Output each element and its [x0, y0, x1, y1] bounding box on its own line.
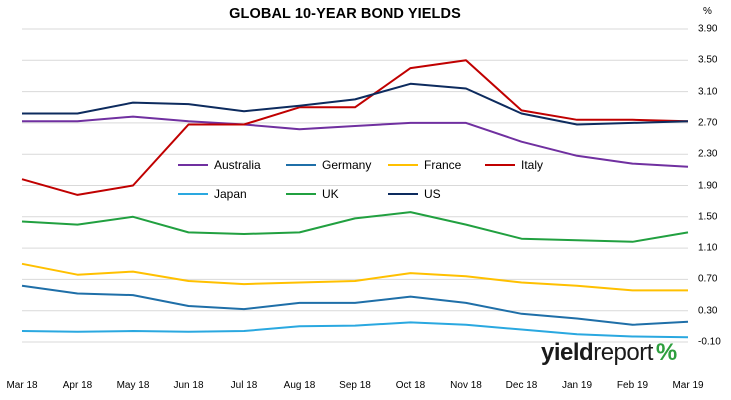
x-tick-label: Mar 18 [6, 380, 38, 391]
legend-item-france: France [388, 157, 461, 173]
y-tick-label: 0.30 [698, 305, 718, 317]
logo-percent-mark: % [655, 339, 677, 366]
y-tick-label: 3.10 [698, 86, 718, 98]
y-tick-label: 1.90 [698, 180, 718, 191]
legend-label: Italy [521, 158, 544, 172]
legend-swatch [286, 193, 316, 195]
legend-item-italy: Italy [485, 157, 543, 173]
x-tick-label: May 18 [116, 380, 150, 391]
legend-label: France [424, 158, 462, 172]
y-tick-label: 0.70 [698, 273, 718, 285]
series-line-uk [21, 211, 689, 243]
legend-swatch [286, 164, 316, 166]
legend-item-japan: Japan [178, 186, 247, 202]
yieldreport-logo: yieldreport% [541, 341, 677, 365]
x-tick-label: Mar 19 [672, 380, 704, 391]
legend-item-uk: UK [286, 186, 339, 202]
legend-label: Japan [214, 187, 247, 201]
series-line-germany [21, 284, 689, 326]
legend-swatch [388, 164, 418, 166]
legend-item-us: US [388, 186, 441, 202]
legend-label: Australia [214, 158, 261, 172]
legend-item-germany: Germany [286, 157, 371, 173]
y-tick-label: -0.10 [698, 336, 721, 348]
logo-word-yield: yield [541, 339, 594, 366]
y-axis-unit-label: % [703, 6, 712, 17]
legend-swatch [388, 193, 418, 195]
legend-item-australia: Australia [178, 157, 261, 173]
logo-word-report: report [593, 339, 653, 366]
series-line-japan [21, 321, 689, 339]
series-line-us [22, 82, 689, 126]
x-tick-label: Oct 18 [395, 380, 426, 391]
x-tick-label: Dec 18 [505, 380, 538, 391]
y-tick-label: 1.10 [698, 242, 718, 254]
legend-label: UK [322, 187, 339, 201]
x-tick-label: Feb 19 [616, 380, 649, 391]
series-line-italy [21, 59, 689, 196]
legend-label: Germany [322, 158, 372, 172]
y-tick-label: 1.50 [698, 211, 718, 223]
x-tick-label: Nov 18 [450, 380, 482, 391]
series-lines [21, 59, 689, 339]
legend-label: US [424, 187, 441, 201]
series-line-australia [22, 115, 689, 168]
x-tick-label: Jun 18 [173, 380, 204, 391]
y-tick-label: 3.50 [698, 54, 718, 66]
series-line-france [21, 262, 688, 292]
x-tick-label: Aug 18 [283, 380, 316, 391]
chart-title: GLOBAL 10-YEAR BOND YIELDS [229, 6, 461, 22]
y-tick-label: 3.90 [698, 23, 718, 35]
x-tick-label: Apr 18 [62, 380, 93, 391]
legend-swatch [178, 164, 208, 166]
x-tick-label: Jan 19 [561, 380, 593, 391]
y-tick-label: 2.70 [698, 117, 718, 129]
x-tick-label: Sep 18 [339, 380, 371, 391]
legend-swatch [485, 164, 515, 166]
legend-swatch [178, 193, 208, 195]
x-tick-label: Jul 18 [230, 380, 258, 391]
y-tick-label: 2.30 [698, 148, 718, 160]
